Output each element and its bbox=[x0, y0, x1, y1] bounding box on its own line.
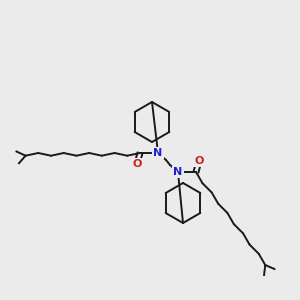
Text: O: O bbox=[194, 156, 204, 166]
Text: O: O bbox=[132, 159, 142, 169]
Text: N: N bbox=[173, 167, 183, 177]
Text: N: N bbox=[153, 148, 163, 158]
